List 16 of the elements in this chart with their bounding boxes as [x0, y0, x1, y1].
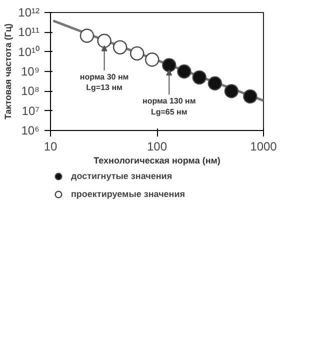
legend-label: достигнутые значения [71, 171, 172, 181]
y-tick-label: 10⁹ [21, 64, 40, 78]
x-tick-label: 10 [44, 140, 58, 154]
y-tick-label: 10¹¹ [18, 25, 40, 40]
y-tick-label: 10¹⁰ [18, 44, 40, 59]
annotation: норма 130 нм Lg=65 нм [142, 96, 196, 116]
y-tick-label: 10⁷ [22, 104, 40, 118]
annotation: норма 30 нм Lg=13 нм [80, 72, 129, 92]
y-tick-label: 10¹² [18, 6, 40, 20]
legend-label: проектируемые значения [71, 189, 186, 199]
x-axis-title: Технологическая норма (нм) [94, 156, 220, 166]
x-tick-label: 1000 [250, 140, 278, 154]
y-tick-label: 10⁶ [21, 124, 40, 138]
x-tick-label: 100 [146, 140, 168, 154]
y-tick-label: 10⁸ [21, 84, 40, 98]
y-axis-title: Тактовая частота (Гц) [3, 23, 14, 120]
